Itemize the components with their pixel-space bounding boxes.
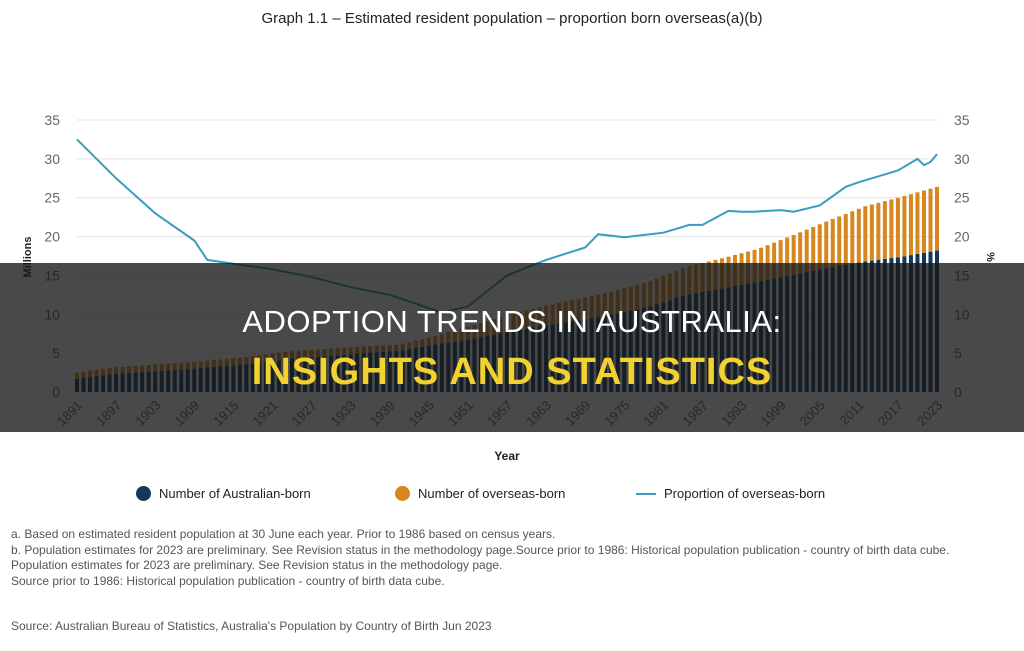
bar-overseas-born [824,221,829,269]
legend-proportion-overseas[interactable]: Proportion of overseas-born [636,486,825,501]
bar-overseas-born [882,201,887,259]
bar-overseas-born [908,194,913,256]
bar-overseas-born [928,188,933,252]
y-tick-label: 30 [44,151,60,167]
legend-overseas-label: Number of overseas-born [418,486,566,501]
x-axis-title: Year [494,449,520,463]
bar-overseas-born [785,237,790,276]
legend-proportion-swatch [636,492,656,495]
bar-overseas-born [856,208,861,263]
footnote-c: Population estimates for 2023 are prelim… [11,558,503,572]
source-note: Source: Australian Bureau of Statistics,… [11,619,492,633]
y2-tick-label: 25 [954,190,970,206]
footnote-a: a. Based on estimated resident populatio… [11,527,556,541]
y2-tick-label: 35 [954,112,970,128]
footnotes: a. Based on estimated resident populatio… [11,527,1011,589]
headline-line-1: ADOPTION TRENDS IN AUSTRALIA: [242,304,782,339]
y2-tick-label: 30 [954,151,970,167]
bar-overseas-born [895,197,900,258]
y-tick-label: 25 [44,190,60,206]
y-tick-label: 20 [44,229,60,245]
bar-overseas-born [863,206,868,262]
bar-overseas-born [843,213,848,265]
bar-overseas-born [934,186,940,251]
legend-overseas-swatch [395,486,410,501]
bar-overseas-born [902,196,907,257]
bar-overseas-born [837,216,842,266]
bar-overseas-born [772,242,777,279]
bar-overseas-born [889,199,894,259]
bar-overseas-born [850,211,855,264]
headline-banner [0,263,1024,432]
legend-proportion-label: Proportion of overseas-born [664,486,826,501]
bar-overseas-born [811,226,816,271]
legend-overseas-born[interactable]: Number of overseas-born [395,486,565,501]
bar-overseas-born [798,232,803,274]
footnote-d: Source prior to 1986: Historical populat… [11,573,445,588]
headline-line-2: INSIGHTS AND STATISTICS [251,351,773,393]
y2-tick-label: 20 [954,229,970,245]
bar-overseas-born [876,202,881,260]
bar-overseas-born [778,240,783,278]
y2-axis-title: % [984,252,996,262]
legend-australian-label: Number of Australian-born [159,486,311,501]
legend-australian-swatch [136,486,151,501]
y-tick-label: 35 [44,112,60,128]
chart-title: Graph 1.1 – Estimated resident populatio… [261,10,763,27]
footnote-b: b. Population estimates for 2023 are pre… [11,542,950,557]
bar-overseas-born [765,245,770,280]
bar-overseas-born [830,218,835,268]
bar-overseas-born [869,204,874,261]
bar-overseas-born [921,190,926,253]
bar-overseas-born [791,235,796,275]
bar-overseas-born [804,229,809,273]
bar-overseas-born [915,192,920,254]
bar-overseas-born [817,224,822,270]
legend-australian-born[interactable]: Number of Australian-born [136,486,311,501]
